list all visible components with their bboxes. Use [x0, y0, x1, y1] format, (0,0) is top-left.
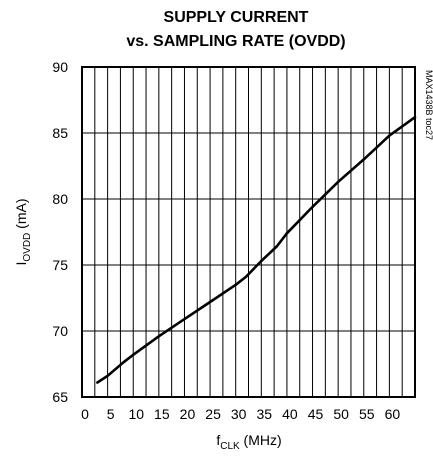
figure-id-note: MAX1438B toc27 — [424, 70, 433, 140]
x-tick-label: 5 — [107, 406, 115, 422]
plot-frame — [81, 66, 416, 398]
y-tick-label: 75 — [52, 257, 68, 273]
x-tick-label: 45 — [308, 406, 324, 422]
y-axis-label: IOVDD (mA) — [13, 198, 33, 265]
x-tick-label: 0 — [81, 406, 89, 422]
x-tick-label: 25 — [205, 406, 221, 422]
y-tick-labels: 65 70 75 80 85 90 — [52, 59, 68, 405]
x-tick-labels: 0 5 10 15 20 25 30 35 40 45 50 55 60 — [81, 406, 400, 422]
x-tick-label: 35 — [257, 406, 273, 422]
grid-lines — [82, 67, 415, 397]
x-axis-label-subscript: CLK — [220, 441, 240, 452]
y-tick-label: 90 — [52, 59, 68, 75]
y-axis-label-unit: (mA) — [13, 198, 29, 232]
x-tick-label: 15 — [154, 406, 170, 422]
series-line — [96, 115, 417, 384]
y-tick-label: 85 — [52, 125, 68, 141]
series-layer — [96, 115, 417, 384]
y-axis-label-main: I — [13, 262, 29, 266]
x-tick-label: 60 — [385, 406, 401, 422]
x-tick-label: 40 — [282, 406, 298, 422]
y-axis-label-subscript: OVDD — [22, 233, 33, 262]
x-tick-label: 20 — [180, 406, 196, 422]
x-axis-label-main: f — [216, 432, 220, 448]
y-tick-label: 65 — [52, 389, 68, 405]
x-tick-label: 10 — [128, 406, 144, 422]
x-axis-label-unit: (MHz) — [240, 432, 282, 448]
x-tick-label: 30 — [231, 406, 247, 422]
x-tick-label: 50 — [333, 406, 349, 422]
chart-title-line-1: SUPPLY CURRENT — [164, 9, 309, 26]
x-axis-label: fCLK (MHz) — [216, 432, 281, 452]
chart-title-line-2: vs. SAMPLING RATE (OVDD) — [126, 33, 345, 50]
y-tick-label: 80 — [52, 191, 68, 207]
y-tick-label: 70 — [52, 323, 68, 339]
x-tick-label: 55 — [359, 406, 375, 422]
